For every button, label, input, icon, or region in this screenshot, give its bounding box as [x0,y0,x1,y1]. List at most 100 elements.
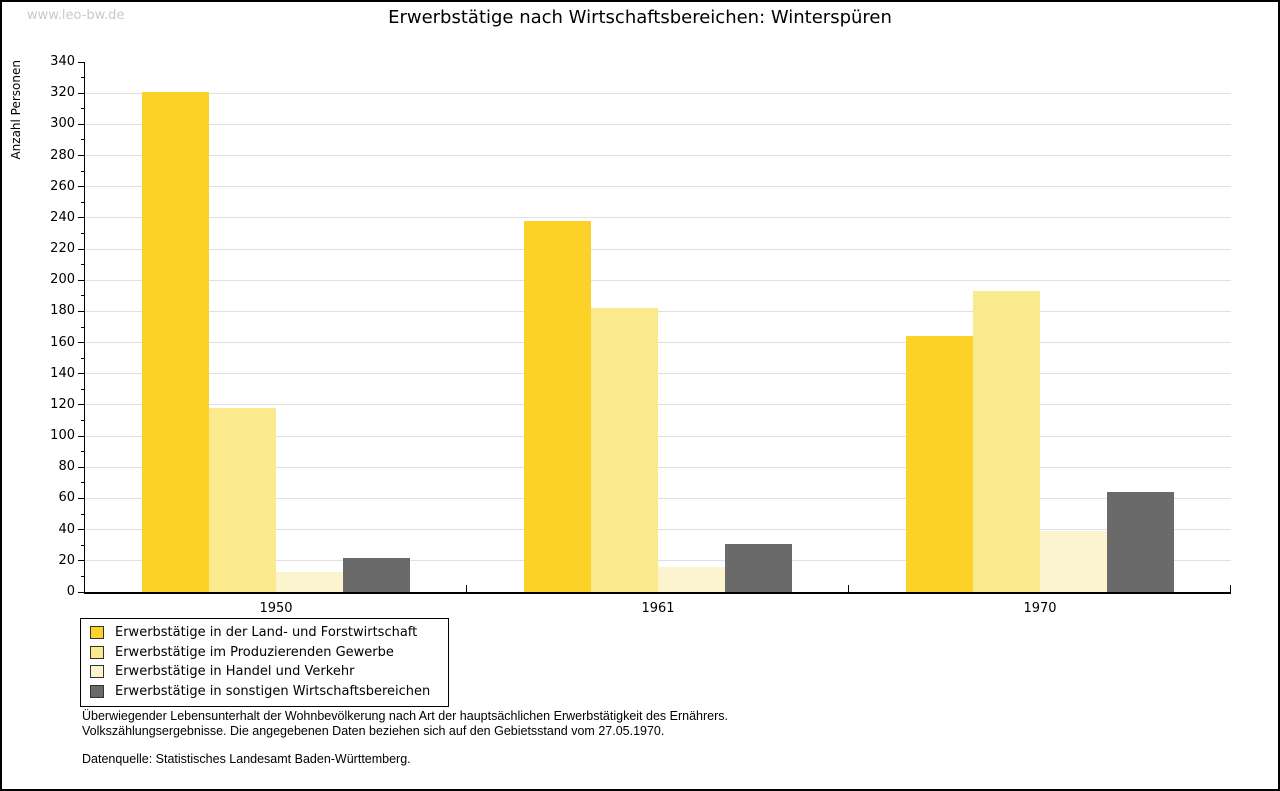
bar-1961-series-3 [658,567,725,592]
y-tick-label: 300 [50,116,75,132]
legend-swatch [90,626,104,640]
y-major-tick [78,466,85,468]
legend-swatch [90,645,104,659]
gridline [85,217,1231,219]
y-tick-label: 280 [50,147,75,163]
x-boundary-tick [1230,585,1231,592]
legend-item: Erwerbstätige in Handel und Verkehr [90,662,440,682]
y-major-tick [78,435,85,437]
y-tick-label: 20 [58,552,75,568]
y-minor-tick [81,326,85,328]
y-tick-label: 240 [50,209,75,225]
footnote-text: Überwiegender Lebensunterhalt der Wohnbe… [82,709,728,738]
y-minor-tick [81,108,85,110]
y-tick-label: 320 [50,85,75,101]
bar-1961-series-1 [524,221,591,592]
gridline [85,248,1231,250]
x-category-label: 1961 [641,601,675,616]
bar-1961-series-2 [591,308,658,592]
legend: Erwerbstätige in der Land- und Forstwirt… [80,618,449,707]
gridline [85,529,1231,531]
footnote-line: Überwiegender Lebensunterhalt der Wohnbe… [82,709,728,723]
y-minor-tick [81,201,85,203]
legend-label: Erwerbstätige in Handel und Verkehr [115,664,355,680]
gridline [85,279,1231,281]
y-major-tick [78,342,85,344]
plot-area: 0 20 40 60 80 100 120 140 160 180 200 220 240 260 280 3… [50,54,1231,616]
bar-1950-series-3 [276,571,343,592]
gridline [85,155,1231,157]
bar-1950-series-4 [343,557,410,592]
legend-swatch [90,684,104,698]
y-minor-tick [81,544,85,546]
legend-label: Erwerbstätige in sonstigen Wirtschaftsbe… [115,683,431,699]
y-major-tick [78,217,85,219]
y-tick-label: 80 [58,459,75,475]
y-major-tick [78,529,85,531]
gridline [85,373,1231,375]
bar-1961-series-4 [725,543,792,592]
y-major-tick [78,248,85,250]
y-major-tick [78,310,85,312]
gridline [85,560,1231,562]
gridline [85,123,1231,125]
gridline [85,342,1231,344]
y-tick-label: 220 [50,241,75,257]
bar-1950-series-1 [142,91,209,592]
footnote-line: Volkszählungsergebnisse. Die angegebenen… [82,723,665,738]
y-major-tick [78,155,85,157]
data-source: Datenquelle: Statistisches Landesamt Bad… [82,752,411,766]
x-category-label: 1950 [259,601,293,616]
y-major-tick [78,61,85,63]
x-category-label: 1970 [1023,601,1057,616]
legend-swatch [90,665,104,679]
bar-1970-series-2 [973,291,1040,592]
y-minor-tick [81,420,85,422]
legend-item: Erwerbstätige im Produzierenden Gewerbe [90,643,440,663]
y-minor-tick [81,295,85,297]
y-minor-tick [81,264,85,266]
y-tick-label: 260 [50,178,75,194]
y-major-tick [78,404,85,406]
x-boundary-tick [848,585,849,592]
chart-title: Erwerbstätige nach Wirtschaftsbereichen:… [388,7,892,28]
y-minor-tick [81,170,85,172]
legend-label: Erwerbstätige im Produzierenden Gewerbe [115,644,394,660]
y-tick-label: 100 [50,428,75,444]
gridline [85,310,1231,312]
y-major-tick [78,497,85,499]
gridline [85,404,1231,406]
gridline [85,435,1231,437]
y-major-tick [78,591,85,593]
bar-1970-series-3 [1040,531,1107,592]
y-tick-label: 60 [58,490,75,506]
y-tick-label: 120 [50,396,75,412]
y-minor-tick [81,513,85,515]
y-tick-label: 180 [50,303,75,319]
y-tick-label: 160 [50,334,75,350]
y-minor-tick [81,482,85,484]
y-major-tick [78,279,85,281]
legend-item: Erwerbstätige in der Land- und Forstwirt… [90,623,440,643]
y-major-tick [78,373,85,375]
y-minor-tick [81,451,85,453]
y-major-tick [78,560,85,562]
gridline [85,92,1231,94]
y-tick-label: 200 [50,272,75,288]
y-tick-label: 40 [58,521,75,537]
y-major-tick [78,92,85,94]
bar-1970-series-1 [906,336,973,592]
legend-item: Erwerbstätige in sonstigen Wirtschaftsbe… [90,682,440,702]
legend-label: Erwerbstätige in der Land- und Forstwirt… [115,625,418,641]
y-major-tick [78,123,85,125]
bar-1970-series-4 [1107,492,1174,592]
gridline [85,466,1231,468]
y-minor-tick [81,575,85,577]
x-boundary-tick [466,585,467,592]
gridline [85,497,1231,499]
watermark: www.leo-bw.de [27,8,125,23]
y-major-tick [78,186,85,188]
y-minor-tick [81,139,85,141]
y-axis-title: Anzahl Personen [9,60,23,160]
